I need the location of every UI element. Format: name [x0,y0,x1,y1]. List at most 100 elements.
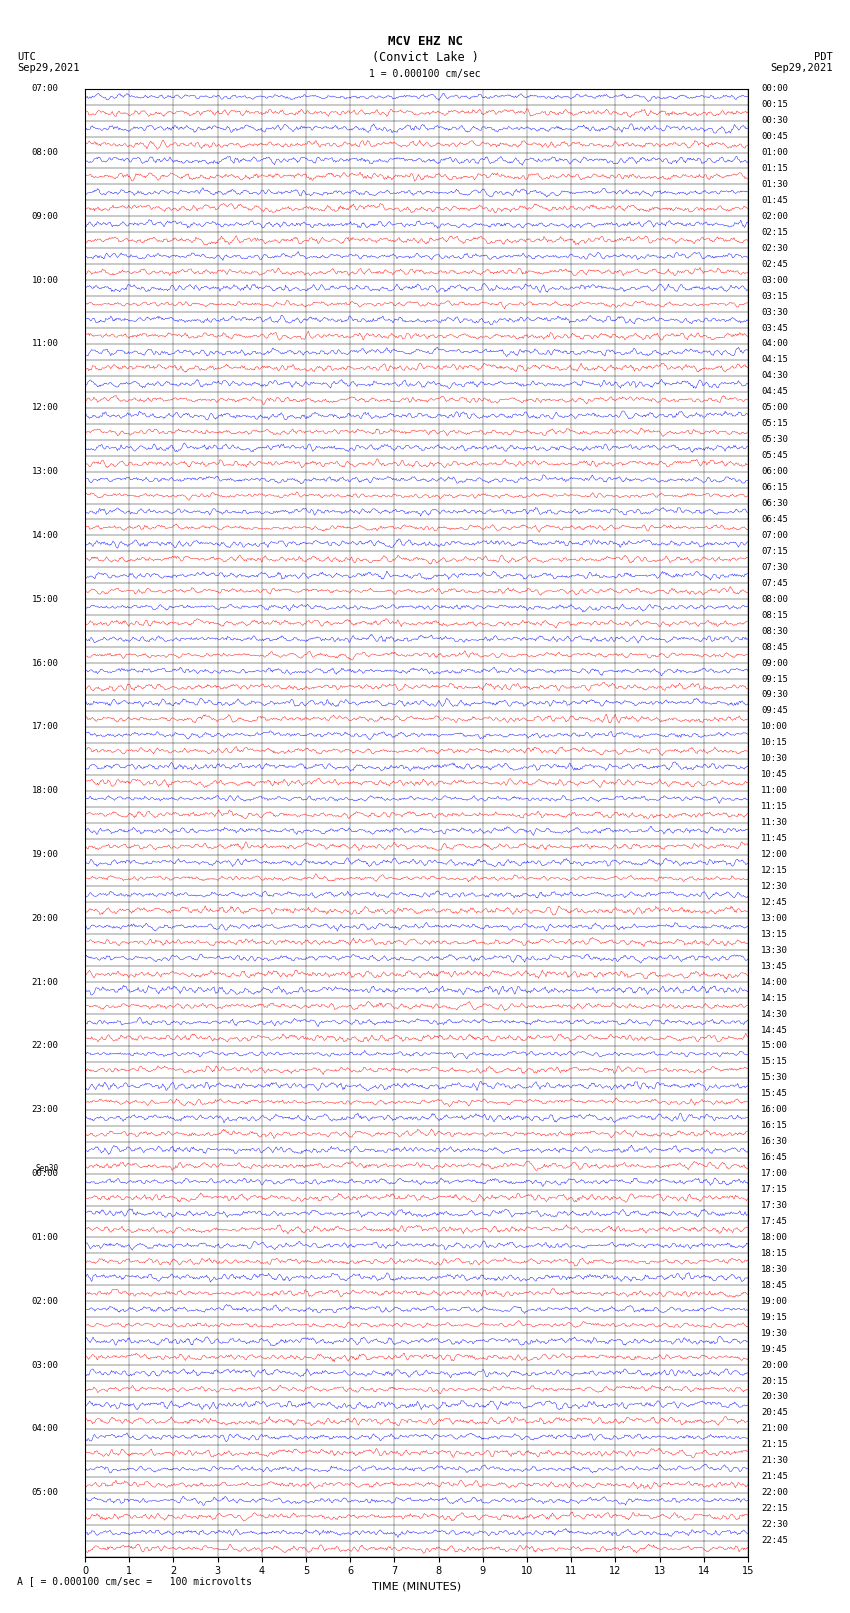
Text: 12:00: 12:00 [31,403,59,413]
Text: 19:30: 19:30 [762,1329,788,1337]
Text: 22:45: 22:45 [762,1536,788,1545]
Text: 21:45: 21:45 [762,1473,788,1481]
Text: 02:00: 02:00 [762,211,788,221]
Text: 11:00: 11:00 [762,786,788,795]
Text: 01:00: 01:00 [762,148,788,156]
Text: 15:00: 15:00 [31,595,59,603]
Text: 02:45: 02:45 [762,260,788,269]
Text: 22:00: 22:00 [31,1042,59,1050]
Text: 09:30: 09:30 [762,690,788,700]
Text: 14:30: 14:30 [762,1010,788,1018]
Text: 00:00: 00:00 [762,84,788,94]
Text: 15:30: 15:30 [762,1073,788,1082]
Text: 03:00: 03:00 [762,276,788,284]
Text: 05:00: 05:00 [31,1489,59,1497]
Text: UTC
Sep29,2021: UTC Sep29,2021 [17,52,80,73]
Text: 21:00: 21:00 [31,977,59,987]
Text: 18:15: 18:15 [762,1248,788,1258]
Text: 07:45: 07:45 [762,579,788,587]
Text: 01:00: 01:00 [31,1232,59,1242]
Text: MCV EHZ NC: MCV EHZ NC [388,35,462,48]
Text: 08:00: 08:00 [31,148,59,156]
Text: 23:00: 23:00 [31,1105,59,1115]
Text: 08:45: 08:45 [762,642,788,652]
Text: 20:30: 20:30 [762,1392,788,1402]
Text: 22:30: 22:30 [762,1519,788,1529]
Text: 16:00: 16:00 [31,658,59,668]
Text: 11:45: 11:45 [762,834,788,844]
Text: 08:00: 08:00 [762,595,788,603]
Text: 14:45: 14:45 [762,1026,788,1034]
Text: 12:30: 12:30 [762,882,788,890]
Text: 06:45: 06:45 [762,515,788,524]
Text: 13:45: 13:45 [762,961,788,971]
Text: 02:00: 02:00 [31,1297,59,1307]
Text: 20:15: 20:15 [762,1376,788,1386]
Text: 17:30: 17:30 [762,1202,788,1210]
Text: 14:15: 14:15 [762,994,788,1003]
Text: 18:00: 18:00 [31,786,59,795]
Text: 05:30: 05:30 [762,436,788,444]
Text: 20:00: 20:00 [31,915,59,923]
Text: 16:45: 16:45 [762,1153,788,1163]
Text: 17:45: 17:45 [762,1216,788,1226]
Text: 09:00: 09:00 [31,211,59,221]
Text: 15:00: 15:00 [762,1042,788,1050]
Text: 16:15: 16:15 [762,1121,788,1131]
Text: 02:15: 02:15 [762,227,788,237]
Text: 18:30: 18:30 [762,1265,788,1274]
Text: PDT
Sep29,2021: PDT Sep29,2021 [770,52,833,73]
Text: 10:15: 10:15 [762,739,788,747]
Text: 07:15: 07:15 [762,547,788,556]
Text: 10:45: 10:45 [762,771,788,779]
Text: 10:30: 10:30 [762,755,788,763]
Text: 14:00: 14:00 [762,977,788,987]
Text: 04:00: 04:00 [31,1424,59,1434]
Text: 00:15: 00:15 [762,100,788,110]
Text: 1 = 0.000100 cm/sec: 1 = 0.000100 cm/sec [369,69,481,79]
Text: Sep30: Sep30 [36,1165,59,1173]
Text: 13:30: 13:30 [762,945,788,955]
Text: 07:00: 07:00 [762,531,788,540]
Text: 06:15: 06:15 [762,482,788,492]
Text: 04:00: 04:00 [762,339,788,348]
Text: 03:00: 03:00 [31,1361,59,1369]
Text: 02:30: 02:30 [762,244,788,253]
Text: 00:30: 00:30 [762,116,788,126]
Text: 19:45: 19:45 [762,1345,788,1353]
Text: 08:15: 08:15 [762,611,788,619]
Text: 04:45: 04:45 [762,387,788,397]
Text: 06:30: 06:30 [762,498,788,508]
Text: 03:45: 03:45 [762,324,788,332]
Text: 13:00: 13:00 [762,915,788,923]
Text: 09:00: 09:00 [762,658,788,668]
Text: 17:15: 17:15 [762,1186,788,1194]
Text: 10:00: 10:00 [31,276,59,284]
X-axis label: TIME (MINUTES): TIME (MINUTES) [372,1582,461,1592]
Text: 19:00: 19:00 [762,1297,788,1307]
Text: 10:00: 10:00 [762,723,788,731]
Text: 01:45: 01:45 [762,195,788,205]
Text: 19:00: 19:00 [31,850,59,860]
Text: 13:15: 13:15 [762,929,788,939]
Text: 12:15: 12:15 [762,866,788,874]
Text: 15:45: 15:45 [762,1089,788,1098]
Text: 19:15: 19:15 [762,1313,788,1321]
Text: 20:45: 20:45 [762,1408,788,1418]
Text: 15:15: 15:15 [762,1058,788,1066]
Text: 11:30: 11:30 [762,818,788,827]
Text: 16:00: 16:00 [762,1105,788,1115]
Text: 03:30: 03:30 [762,308,788,316]
Text: 18:00: 18:00 [762,1232,788,1242]
Text: 00:45: 00:45 [762,132,788,140]
Text: 14:00: 14:00 [31,531,59,540]
Text: 06:00: 06:00 [762,468,788,476]
Text: 00:00: 00:00 [31,1169,59,1177]
Text: (Convict Lake ): (Convict Lake ) [371,52,479,65]
Text: 11:15: 11:15 [762,802,788,811]
Text: 21:30: 21:30 [762,1457,788,1465]
Text: 05:00: 05:00 [762,403,788,413]
Text: 07:00: 07:00 [31,84,59,94]
Text: 09:15: 09:15 [762,674,788,684]
Text: 09:45: 09:45 [762,706,788,716]
